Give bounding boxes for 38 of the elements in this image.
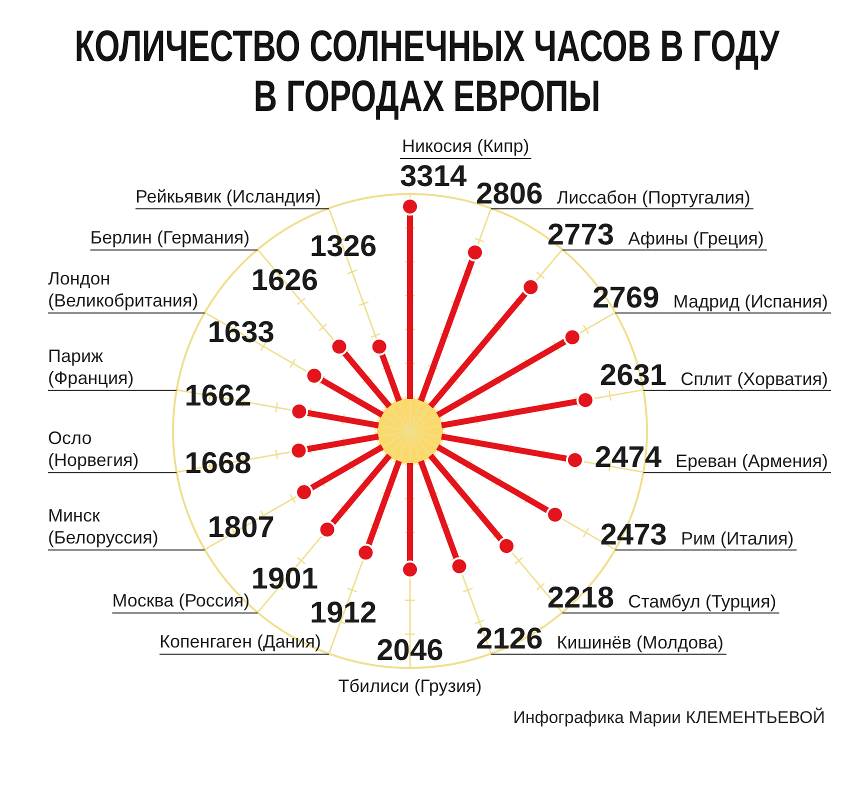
data-label: 1633 [208, 316, 274, 349]
category-label: Копенгаген (Дания) [160, 632, 321, 652]
data-label: 2631 [600, 358, 667, 392]
category-label: Кишинёв (Молдова) [556, 632, 724, 653]
category-label: Берлин (Германия) [90, 227, 250, 248]
category-label: Мадрид (Испания) [673, 292, 828, 312]
category-label: Афины (Греция) [628, 228, 764, 248]
data-label: 2773 [547, 218, 614, 252]
data-label: 2126 [476, 622, 543, 656]
data-label: 1807 [208, 510, 274, 544]
data-label: 1901 [251, 562, 318, 596]
category-label: Сплит (Хорватия) [680, 368, 828, 389]
data-label: 2474 [594, 441, 662, 474]
category-label: Тбилиси (Грузия) [338, 676, 482, 696]
category-label: Париж (Франция) [48, 346, 134, 388]
category-label: Рейкьявик (Исландия) [135, 186, 321, 206]
data-label: 1326 [310, 230, 377, 264]
data-label: 2473 [600, 518, 667, 552]
data-label: 1626 [251, 264, 318, 297]
data-label: 2046 [376, 634, 444, 667]
data-label: 2806 [476, 177, 543, 210]
category-label: Лиссабон (Португалия) [556, 187, 750, 208]
category-label: Никосия (Кипр) [402, 136, 530, 156]
text: КОЛИЧЕСТВО СОЛНЕЧНЫХ ЧАСОВ В ГОДУ В ГОРОДАХ ЕВРОПЫ [73, 22, 780, 122]
category-label: Москва (Россия) [112, 590, 250, 611]
category-label: Ереван (Армения) [676, 451, 828, 472]
data-label: 1668 [184, 447, 252, 480]
text: Инфографика Марии КЛЕМЕНТЬЕВОЙ [513, 708, 825, 728]
data-label: 1662 [184, 379, 252, 412]
category-label: Минск (Белоруссия) [48, 506, 158, 548]
category-label: Стамбул (Турция) [628, 592, 776, 612]
data-label: 2218 [547, 582, 614, 615]
category-label: Осло (Норвегия) [48, 428, 139, 470]
category-label: Рим (Италия) [680, 528, 794, 548]
category-label: Лондон (Великобритания) [48, 268, 198, 310]
data-label: 2769 [592, 282, 660, 314]
data-label: 3314 [400, 160, 468, 193]
data-label: 1912 [310, 596, 377, 630]
